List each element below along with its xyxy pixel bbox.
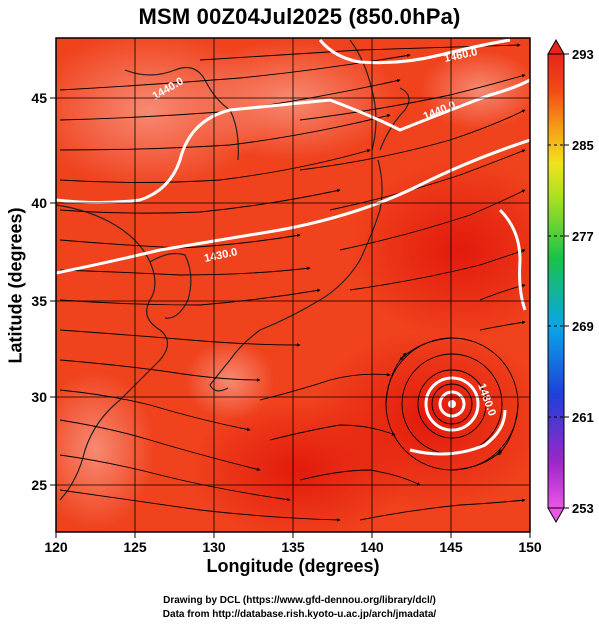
colorbar-label: 261 [572,410,594,425]
x-tick-label: 120 [44,539,68,555]
x-tick-label: 125 [123,539,147,555]
y-axis-label: Latitude (degrees) [5,207,26,364]
colorbar-label: 269 [572,319,594,334]
y-tick-label: 30 [31,389,47,405]
y-tick-label: 35 [31,293,47,309]
x-tick-label: 135 [281,539,305,555]
footer-credit-drawing: Drawing by DCL (https://www.gfd-dennou.o… [163,595,436,606]
coastlines [56,39,410,501]
colorbar-label: 277 [572,229,594,244]
grid-lines [56,38,530,532]
colorbar [547,38,569,524]
geopotential-contours [56,38,530,456]
colorbar-labels: 293 285 277 269 261 253 [572,47,594,516]
x-tick-label: 130 [202,539,226,555]
x-tick-label: 140 [360,539,384,555]
y-tick-labels: 25 30 35 40 45 [31,90,47,493]
x-tick-label: 150 [518,539,542,555]
x-tick-label: 145 [439,539,463,555]
colorbar-max-arrow [547,38,565,55]
x-tick-labels: 120 125 130 135 140 145 150 [44,539,542,555]
colorbar-label: 293 [572,47,594,62]
colorbar-label: 285 [572,138,594,153]
wind-streamlines [59,43,526,522]
colorbar-min-arrow [547,507,565,524]
y-tick-label: 25 [31,477,47,493]
footer-credit-data: Data from http://database.rish.kyoto-u.a… [162,609,437,620]
map-title: MSM 00Z04Jul2025 (850.0hPa) [138,4,461,29]
colorbar-label: 253 [572,501,594,516]
y-tick-label: 45 [31,90,47,106]
y-tick-label: 40 [31,195,47,211]
x-axis-label: Longitude (degrees) [206,556,380,576]
